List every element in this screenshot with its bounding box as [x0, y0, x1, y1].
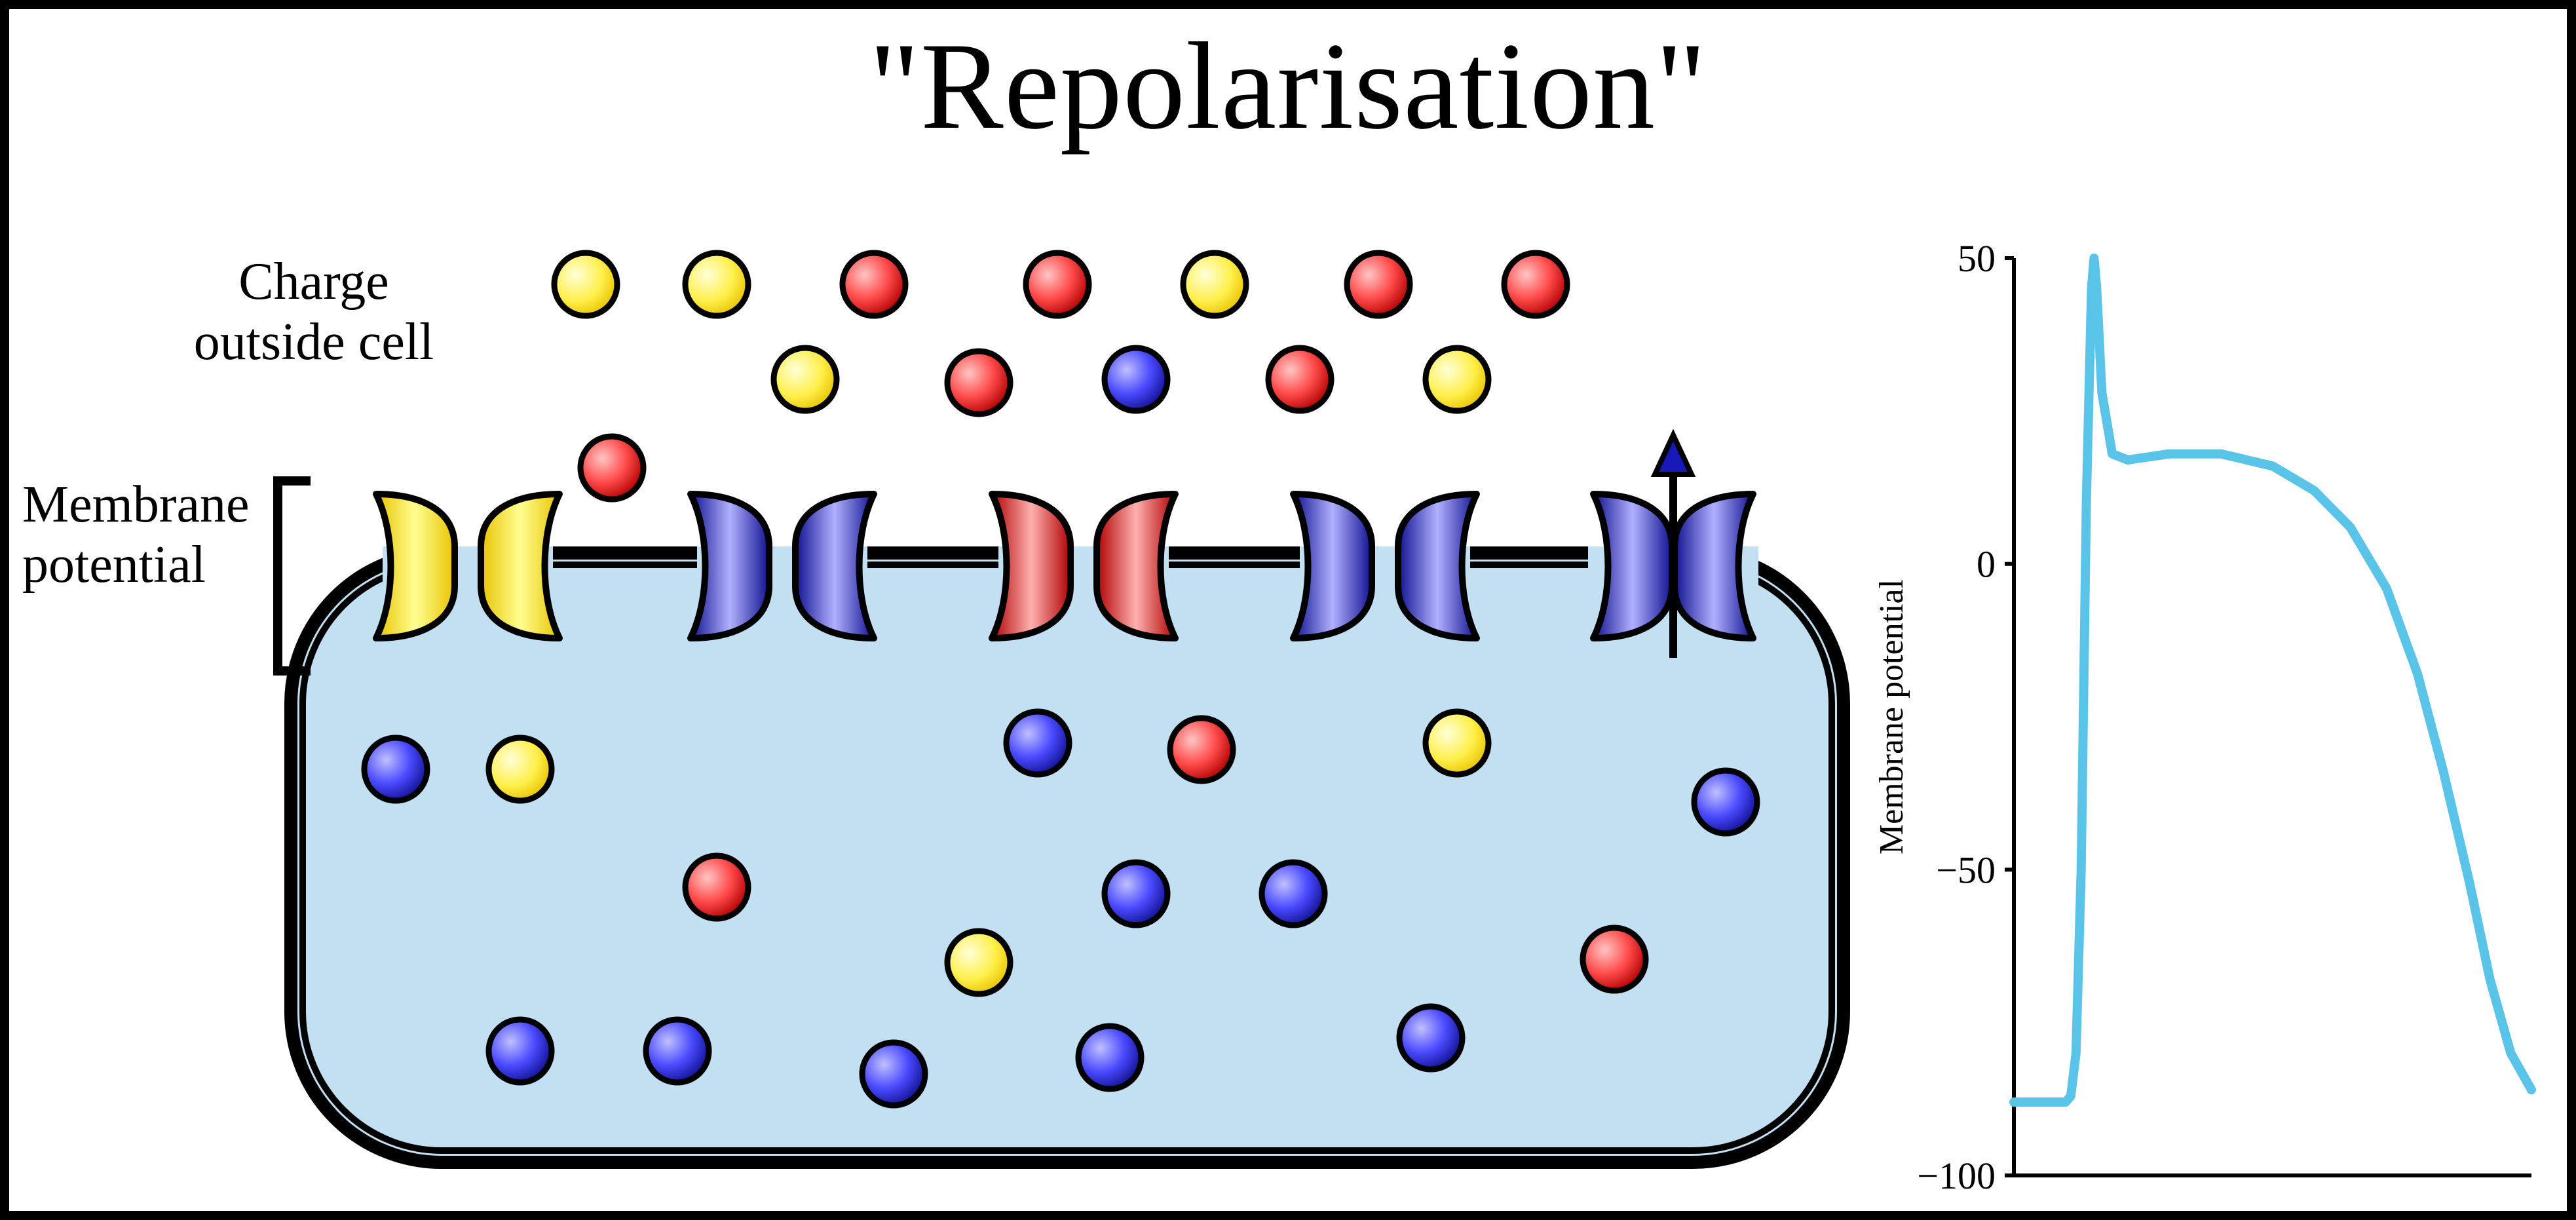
svg-text:Membrane potential: Membrane potential — [1873, 579, 1910, 854]
membrane-potential-chart: −100 −50 0 50 Membrane potential — [1873, 237, 2531, 1197]
svg-text:0: 0 — [1977, 543, 1996, 586]
svg-text:−100: −100 — [1917, 1154, 1996, 1197]
diagram-frame: "Repolarisation" Chargeoutside cell Memb… — [0, 0, 2576, 1220]
svg-text:−50: −50 — [1936, 848, 1996, 891]
svg-text:50: 50 — [1958, 237, 1996, 280]
diagram-svg: −100 −50 0 50 Membrane potential — [9, 9, 2567, 1211]
